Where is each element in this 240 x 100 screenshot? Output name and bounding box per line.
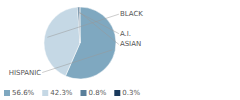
legend-swatch [81,90,87,96]
chart: HISPANIC BLACK A.I. ASIAN 56.6% 42.3% 0.8% 0.3% [0,0,240,100]
legend: 56.6% 42.3% 0.8% 0.3% [4,89,140,97]
legend-label: 0.3% [122,89,140,97]
legend-label: 56.6% [12,89,35,97]
leader-line [42,50,112,73]
legend-swatch [114,90,120,96]
slice-label: HISPANIC [9,69,42,77]
slice-label: BLACK [120,10,143,18]
legend-swatch [4,90,10,96]
leader-line [79,12,119,33]
legend-label: 42.3% [50,89,73,97]
legend-swatch [42,90,48,96]
leader-line [80,12,119,44]
slice-label: A.I. [120,30,131,38]
slice-label: ASIAN [120,40,141,48]
legend-label: 0.8% [89,89,107,97]
pie-slice [44,7,80,76]
leader-line [47,14,119,37]
annotations: HISPANIC BLACK A.I. ASIAN [9,10,144,76]
